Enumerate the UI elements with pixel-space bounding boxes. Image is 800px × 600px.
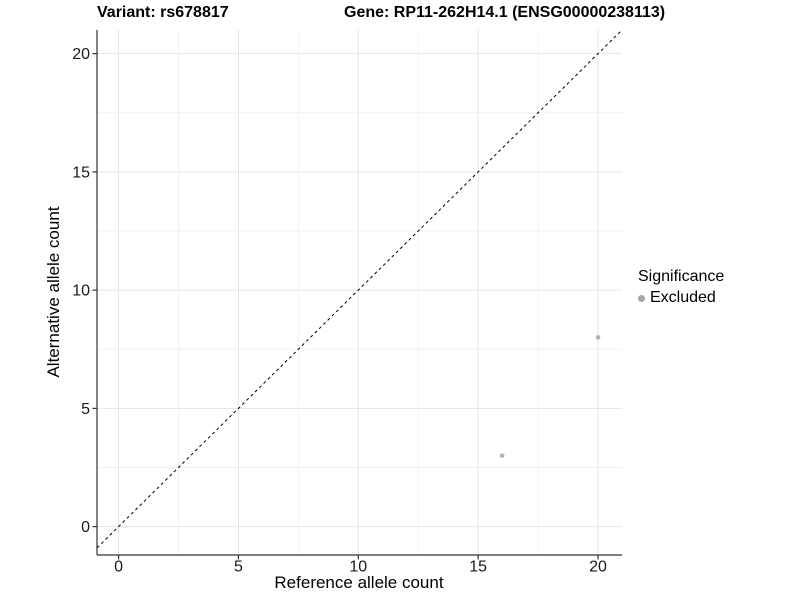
x-axis-title: Reference allele count [274,573,444,592]
y-tick-label: 15 [72,164,90,181]
y-tick-label: 10 [72,283,90,300]
data-point [499,453,505,458]
legend-entry-excluded: Excluded [638,289,724,307]
legend: Significance Excluded [638,268,724,307]
y-axis-title: Alternative allele count [44,206,63,378]
x-tick-label: 0 [114,559,123,576]
x-tick-label: 20 [589,559,607,576]
y-tick-label: 20 [72,46,90,63]
gene-title: Gene: RP11-262H14.1 (ENSG00000238113) [344,4,666,21]
legend-entry-label: Excluded [650,289,716,306]
y-tick-label: 0 [81,519,90,536]
y-tick-label: 5 [81,401,90,418]
variant-title: Variant: rs678817 [97,4,229,21]
x-tick-label: 5 [234,559,243,576]
data-point [595,335,601,340]
identity-line [96,29,623,549]
excluded-point-icon [638,294,645,302]
x-tick-label: 15 [469,559,487,576]
x-tick-label: 10 [349,559,367,576]
legend-title: Significance [638,268,725,285]
